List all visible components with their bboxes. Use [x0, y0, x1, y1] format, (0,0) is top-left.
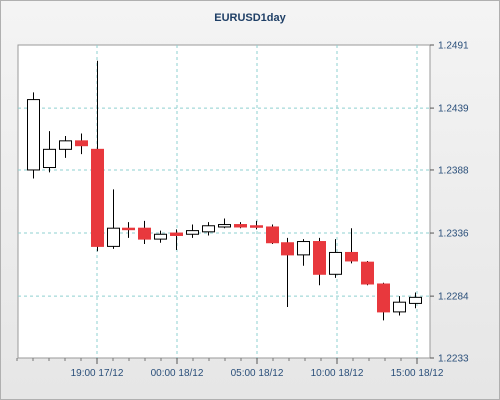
- candle-body-bearish: [313, 241, 326, 275]
- plot-area: [17, 44, 431, 359]
- candle-body-bearish: [377, 283, 390, 313]
- candle-body-bullish: [297, 241, 310, 256]
- x-tick-label: 10:00 18/12: [311, 368, 364, 379]
- candle-body-bearish: [250, 225, 263, 228]
- candle-body-bearish: [281, 242, 294, 256]
- candle-body-bearish: [234, 224, 247, 228]
- candle-body-bearish: [266, 226, 279, 244]
- candle-body-bullish: [218, 224, 231, 228]
- candle-body-bearish: [170, 232, 183, 236]
- candle-body-bullish: [202, 225, 215, 233]
- candle-body-bullish: [409, 296, 422, 304]
- y-tick-label: 1.2388: [438, 165, 469, 176]
- chart-title: EURUSD1day: [214, 12, 286, 24]
- y-tick-label: 1.2284: [438, 292, 469, 303]
- candle-body-bullish: [107, 227, 120, 247]
- candle-body-bullish: [393, 301, 406, 313]
- candle-body-bullish: [186, 230, 199, 235]
- candle-body-bearish: [361, 261, 374, 285]
- x-tick-label: 19:00 17/12: [71, 368, 124, 379]
- y-tick-label: 1.2336: [438, 229, 469, 240]
- x-tick-label: 15:00 18/12: [391, 368, 444, 379]
- candle-body-bearish: [345, 251, 358, 262]
- candle-body-bearish: [91, 148, 104, 247]
- candle-body-bullish: [154, 233, 167, 240]
- candle-body-bearish: [138, 227, 151, 240]
- candle-body-bullish: [59, 140, 72, 150]
- y-tick-label: 1.2439: [438, 104, 469, 115]
- candle-body-bullish: [43, 148, 56, 169]
- y-tick-label: 1.2233: [438, 354, 469, 365]
- x-tick-label: 00:00 18/12: [151, 368, 204, 379]
- y-tick-label: 1.2491: [438, 41, 469, 52]
- x-tick-label: 05:00 18/12: [231, 368, 284, 379]
- candle-body-bearish: [122, 227, 135, 231]
- candle-body-bullish: [329, 251, 342, 275]
- candle-body-bullish: [27, 99, 40, 171]
- candle-body-bearish: [75, 140, 88, 147]
